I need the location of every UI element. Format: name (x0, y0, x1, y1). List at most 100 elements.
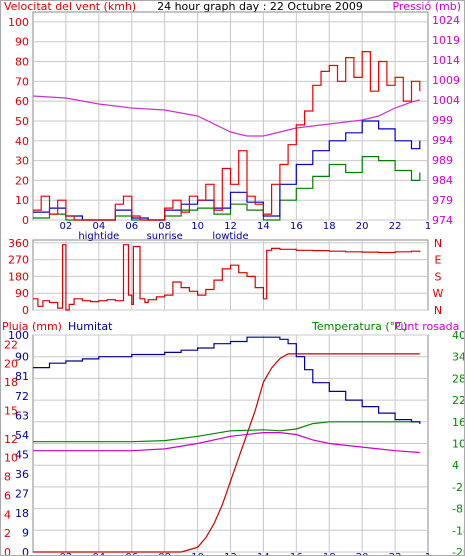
direction-tick-label: 270 (8, 254, 29, 267)
rain-tick-label: 22 (4, 338, 18, 351)
series-pressure-line (32, 95, 420, 137)
x-tick-label: 18 (323, 552, 336, 556)
x-tick-label: 02 (60, 221, 73, 232)
pressure-tick-label: 1024 (432, 14, 460, 27)
temp-tick-label: 16 (452, 416, 465, 429)
rain-tick-label: 10 (4, 452, 18, 465)
humidity-tick-label: 54 (15, 429, 29, 442)
event-label: lowtide (212, 231, 248, 242)
x-tick-label: 12 (224, 552, 237, 556)
rain-tick-label: 18 (4, 376, 18, 389)
rain-tick-label: 15 (4, 404, 18, 417)
pressure-tick-label: 1014 (432, 54, 460, 67)
wind-tick-label: 70 (15, 75, 29, 88)
temp-tick-label: -20 (452, 546, 465, 556)
pressure-tick-label: 994 (432, 134, 453, 147)
pressure-axis-title: Pressió (mb) (392, 0, 461, 13)
humidity-tick-label: 63 (15, 409, 29, 422)
temp-tick-label: 34 (452, 351, 465, 364)
humidity-tick-label: 100 (8, 329, 29, 342)
pressure-tick-label: 999 (432, 114, 453, 127)
dewpoint-axis-title: Punt rosada (394, 320, 459, 333)
series-dewpoint-line (33, 432, 420, 454)
rain-tick-label: 8 (4, 471, 11, 484)
wind-axis-title: Velocitat del vent (kmh) (4, 0, 136, 13)
x-tick-label: 18 (323, 221, 336, 232)
x-tick-label: 12 (224, 221, 237, 232)
humidity-tick-label: 36 (15, 468, 29, 481)
pressure-tick-label: 1004 (432, 94, 460, 107)
wind-tick-label: 20 (15, 174, 29, 187)
x-tick-label: 22 (389, 221, 402, 232)
x-tick-label: 04 (92, 552, 105, 556)
compass-label: N (434, 237, 442, 250)
wind-tick-label: 0 (22, 214, 29, 227)
rain-tick-label: 2 (4, 527, 11, 540)
x-tick-label: 16 (290, 221, 303, 232)
x-tick-label: 16 (290, 552, 303, 556)
direction-tick-label: 90 (15, 287, 29, 300)
compass-label: N (434, 304, 442, 317)
direction-tick-label: 0 (22, 304, 29, 317)
temp-tick-label: -14 (452, 524, 465, 537)
x-tick-label: 10 (191, 552, 204, 556)
humidity-tick-label: 9 (22, 526, 29, 539)
x-tick-label: 02 (60, 552, 73, 556)
humidity-tick-label: 18 (15, 507, 29, 520)
pressure-tick-label: 979 (432, 194, 453, 207)
series-gust-line (33, 51, 421, 221)
x-tick-label: 1 (425, 221, 431, 232)
x-tick-label: 06 (125, 552, 138, 556)
humidity-tick-label: 0 (22, 546, 29, 556)
event-label: hightide (78, 231, 119, 242)
wind-tick-label: 90 (15, 36, 29, 49)
humidity-tick-label: 45 (15, 448, 29, 461)
rain-tick-label: 20 (4, 357, 18, 370)
pressure-tick-label: 984 (432, 174, 453, 187)
x-tick-label: 04 (92, 221, 105, 232)
rain-tick-label: 12 (4, 433, 18, 446)
chart-title: 24 hour graph day : 22 Octubre 2009 (157, 0, 363, 13)
direction-tick-label: 180 (8, 270, 29, 283)
wind-tick-label: 60 (15, 95, 29, 108)
rain-tick-label: 0 (4, 546, 11, 556)
wind-tick-label: 80 (15, 56, 29, 69)
x-tick-label: 22 (389, 552, 402, 556)
temp-tick-label: -8 (452, 503, 463, 516)
temp-tick-label: 4 (452, 459, 459, 472)
compass-label: E (435, 254, 442, 267)
pressure-tick-label: 974 (432, 214, 453, 227)
humidity-tick-label: 81 (15, 370, 29, 383)
pressure-tick-label: 1009 (432, 74, 460, 87)
pressure-tick-label: 989 (432, 154, 453, 167)
rain-axis-title: Pluja (mm) (2, 320, 62, 333)
temp-tick-label: 28 (452, 372, 465, 385)
pressure-tick-label: 1019 (432, 34, 460, 47)
wind-tick-label: 30 (15, 155, 29, 168)
temp-tick-label: -2 (452, 481, 463, 494)
humidity-tick-label: 72 (15, 390, 29, 403)
wind-tick-label: 10 (15, 194, 29, 207)
x-tick-label: 06 (125, 221, 138, 232)
series-direction-line (33, 244, 421, 311)
x-tick-label: 20 (356, 221, 369, 232)
x-tick-label: 08 (158, 552, 171, 556)
x-tick-label: 14 (257, 221, 270, 232)
x-tick-label: 20 (356, 552, 369, 556)
wind-tick-label: 100 (8, 16, 29, 29)
x-tick-label: 14 (257, 552, 270, 556)
temp-axis-title: Temperatura (°C) (311, 320, 407, 333)
x-tick-label: 1 (425, 552, 431, 556)
x-tick-label: 08 (158, 221, 171, 232)
series-rain-line (33, 353, 420, 553)
humidity-tick-label: 90 (15, 351, 29, 364)
wind-tick-label: 50 (15, 115, 29, 128)
series-temperature-line (33, 421, 420, 443)
humidity-axis-title: Humitat (68, 320, 113, 333)
temp-tick-label: 10 (452, 438, 465, 451)
temp-tick-label: 22 (452, 394, 465, 407)
event-label: sunrise (147, 231, 183, 242)
rain-tick-label: 4 (4, 508, 11, 521)
